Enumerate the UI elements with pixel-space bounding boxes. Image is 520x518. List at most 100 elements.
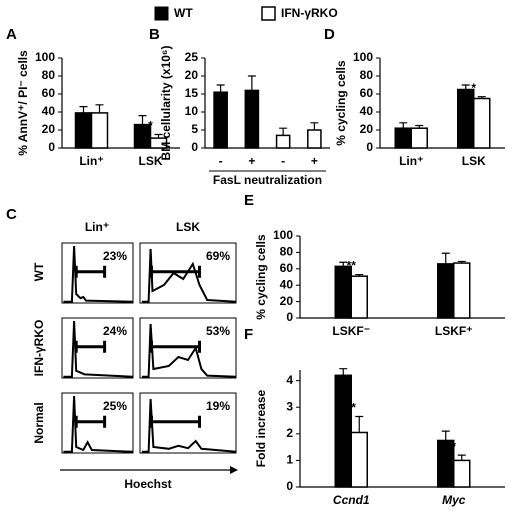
gate-percentage: 24% — [103, 324, 127, 338]
panel-label: E — [244, 192, 254, 209]
x-tick-label: LSKF⁺ — [435, 324, 473, 338]
axis — [299, 236, 505, 319]
gate — [74, 265, 107, 278]
y-axis-label: Fold increase — [254, 390, 268, 468]
x-axis-label: FasL neutralization — [213, 173, 322, 187]
bar — [350, 275, 368, 319]
y-tick-label: 0 — [191, 140, 198, 154]
y-tick-label: 10 — [185, 104, 199, 118]
gate-percentage: 25% — [103, 399, 127, 413]
error-bar — [355, 415, 364, 433]
y-tick-label: 1 — [286, 453, 293, 467]
y-tick-label: 2 — [286, 426, 293, 440]
histogram-frame — [139, 392, 237, 454]
bar — [307, 129, 322, 149]
significance-mark: * — [451, 439, 456, 453]
histogram-curve — [141, 323, 237, 378]
gate-percentage: 69% — [206, 249, 230, 263]
x-tick-label: Myc — [442, 493, 466, 507]
panel-label: F — [244, 326, 253, 343]
histogram-curve — [141, 398, 237, 453]
row-label: WT — [32, 262, 46, 281]
histogram-frame — [61, 317, 134, 379]
significance-mark: ** — [347, 401, 357, 415]
y-tick-label: 20 — [185, 68, 199, 82]
error-bar — [279, 127, 288, 136]
y-tick-label: 20 — [360, 122, 374, 136]
bar — [410, 127, 428, 149]
gate — [150, 340, 202, 353]
panel-label: A — [6, 26, 17, 43]
histogram-curve — [63, 245, 134, 303]
y-tick-label: 80 — [42, 68, 56, 82]
y-tick-label: 0 — [286, 310, 293, 324]
y-tick-label: 60 — [280, 261, 294, 275]
error-bar — [95, 104, 104, 113]
error-bar — [441, 430, 450, 441]
column-label: LSK — [176, 220, 200, 234]
y-tick-label: 20 — [42, 122, 56, 136]
histogram-curve — [63, 320, 134, 378]
x-tick-label: LSK — [462, 154, 486, 168]
y-axis-label: % cycling cells — [334, 60, 348, 146]
bar — [437, 263, 455, 319]
x-tick-label: + — [311, 154, 318, 168]
gate — [150, 415, 202, 428]
legend-swatch — [261, 6, 276, 21]
error-bar — [247, 75, 256, 91]
y-axis-label: % AnnV⁺/ PI⁻ cells — [16, 50, 30, 156]
histogram-frame — [61, 392, 134, 454]
x-tick-label: - — [281, 154, 285, 168]
y-tick-label: 3 — [286, 399, 293, 413]
y-tick-label: 15 — [185, 86, 199, 100]
y-tick-label: 100 — [35, 50, 55, 64]
y-tick-label: 25 — [185, 50, 199, 64]
error-bar — [216, 84, 225, 93]
gate-percentage: 53% — [206, 324, 230, 338]
x-tick-label: LSK — [139, 154, 163, 168]
arrow-head — [230, 466, 238, 474]
axis — [299, 370, 505, 488]
x-axis-label: Hoechst — [124, 477, 171, 491]
significance-mark: * — [471, 81, 476, 95]
y-tick-label: 100 — [353, 50, 373, 64]
error-bar — [310, 122, 319, 130]
x-tick-label: - — [219, 154, 223, 168]
y-tick-label: 5 — [191, 122, 198, 136]
bar — [244, 89, 260, 149]
bar — [90, 112, 109, 149]
legend-label: IFN-γRKO — [281, 6, 338, 20]
bar — [350, 431, 368, 488]
histogram-frame — [61, 242, 134, 304]
column-label: Lin⁺ — [85, 220, 109, 234]
bar — [275, 134, 291, 149]
y-tick-label: 80 — [360, 68, 374, 82]
bar — [457, 88, 475, 149]
bar — [213, 91, 228, 149]
flow-panel: C Lin⁺ LSK WT IFN-γRKO Normal Hoechst 23… — [6, 206, 238, 491]
gate-percentage: 19% — [206, 399, 230, 413]
error-bar — [339, 368, 348, 376]
y-tick-label: 20 — [280, 294, 294, 308]
y-tick-label: 0 — [286, 479, 293, 493]
y-axis-label: % cycling cells — [254, 234, 268, 320]
bar — [334, 265, 352, 319]
x-tick-label: Lin⁺ — [399, 154, 423, 168]
y-tick-label: 0 — [366, 140, 373, 154]
bar — [74, 112, 93, 149]
y-tick-label: 4 — [286, 373, 293, 387]
y-tick-label: 0 — [48, 140, 55, 154]
panel-label: B — [149, 26, 160, 43]
significance-mark: ** — [347, 259, 357, 273]
legend-label: WT — [174, 6, 193, 20]
bar — [453, 262, 471, 319]
error-bar — [138, 115, 147, 125]
error-bar — [457, 454, 466, 461]
gate — [74, 340, 107, 353]
x-tick-label: + — [248, 154, 255, 168]
y-tick-label: 40 — [42, 104, 56, 118]
bar — [473, 97, 491, 149]
gate-percentage: 23% — [103, 249, 127, 263]
panel-label: D — [324, 26, 335, 43]
